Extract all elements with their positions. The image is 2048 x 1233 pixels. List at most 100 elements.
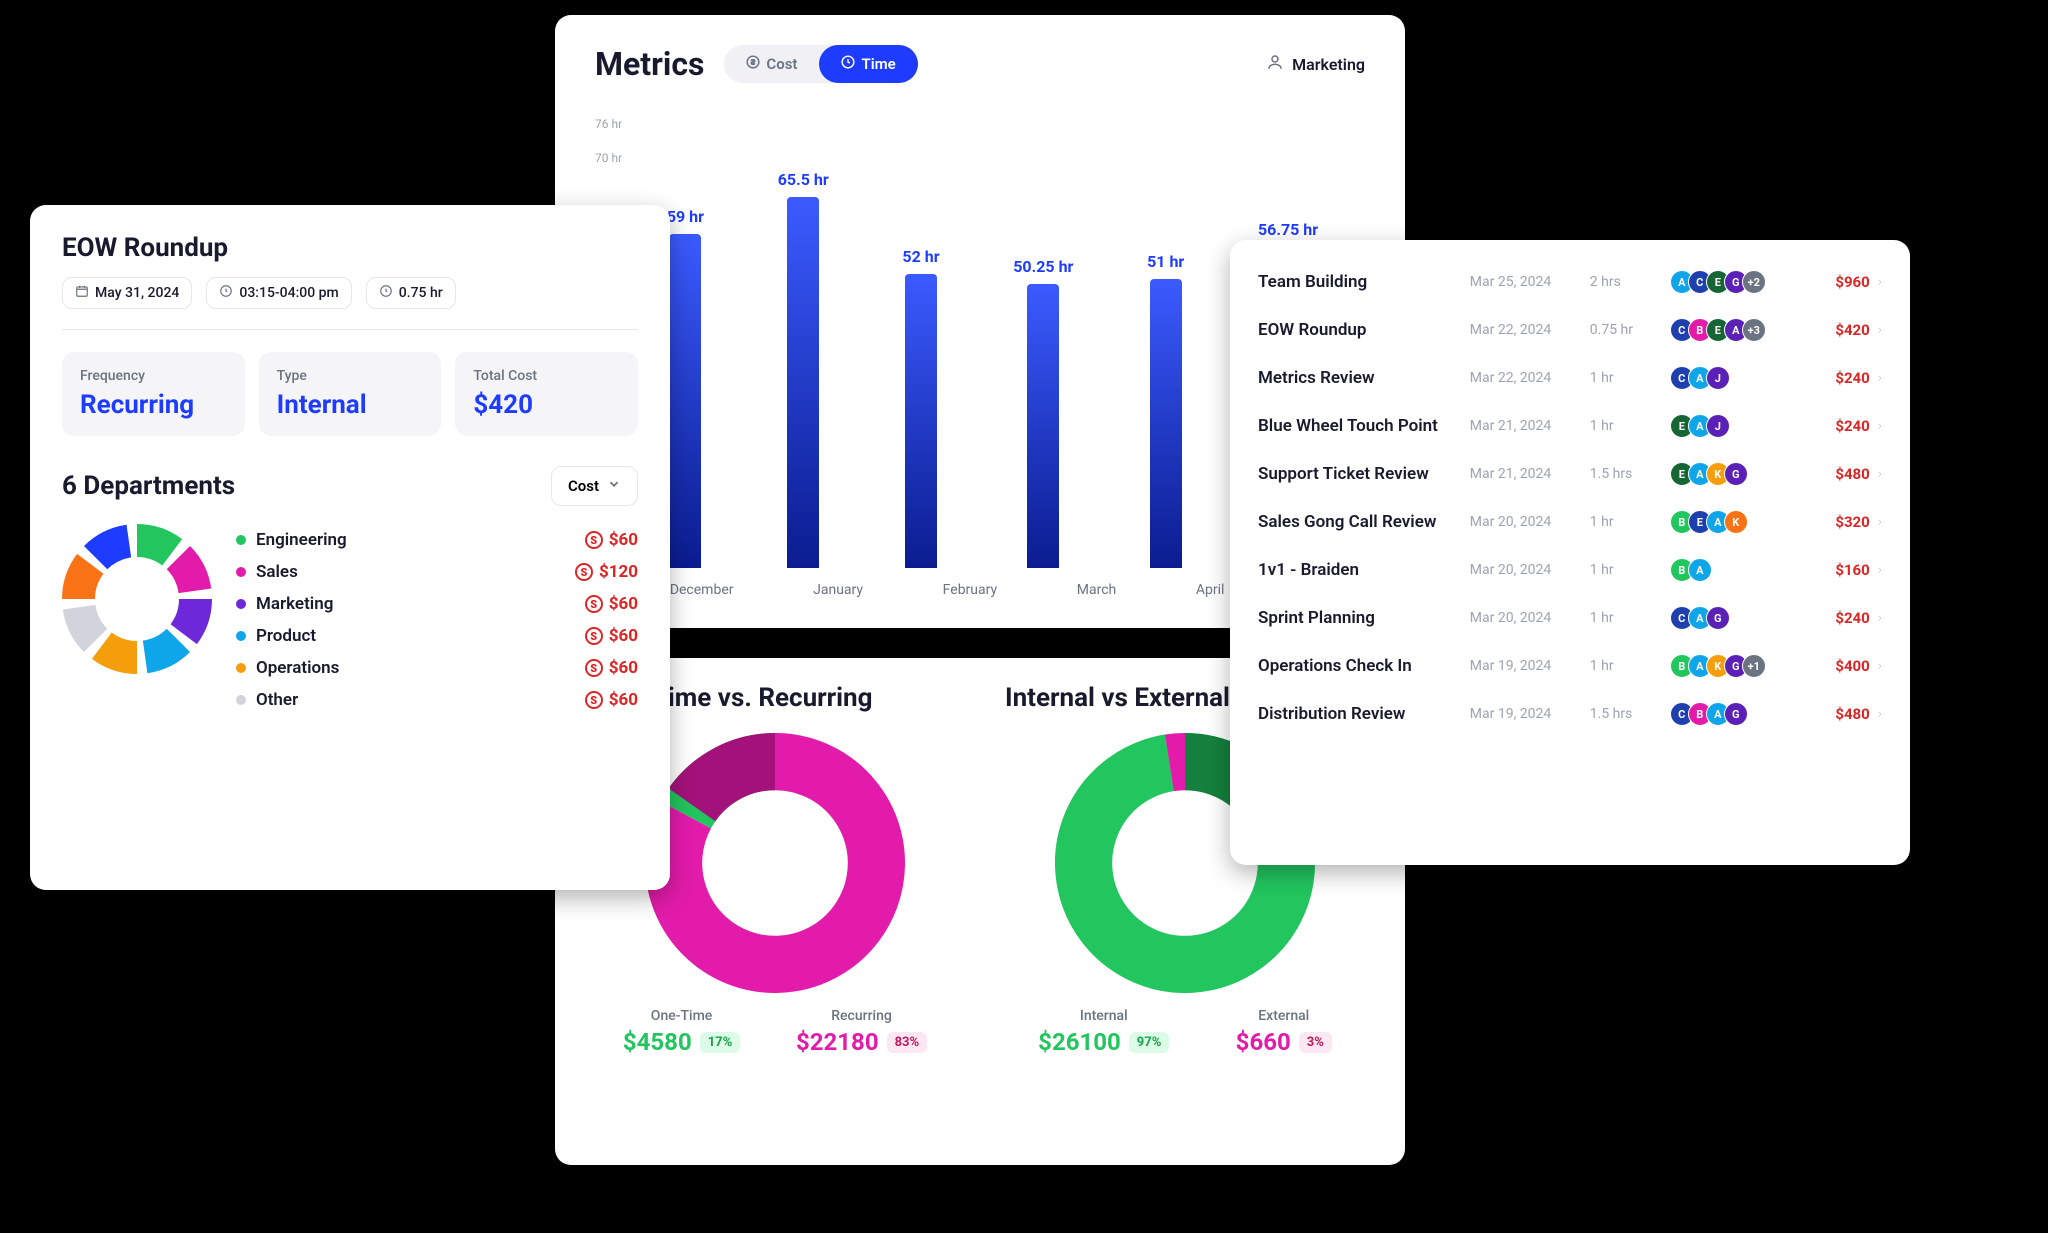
dept-row[interactable]: Product S $60 <box>236 620 638 652</box>
donut-segment <box>184 599 196 634</box>
meeting-row[interactable]: Sprint Planning Mar 20, 2024 1 hr CAG $2… <box>1230 594 1910 642</box>
meeting-row[interactable]: Operations Check In Mar 19, 2024 1 hr BA… <box>1230 642 1910 690</box>
bar-group: 65.5 hr <box>778 170 829 568</box>
meeting-duration: 1.5 hrs <box>1590 466 1670 482</box>
bullet-icon <box>236 695 246 705</box>
chevron-right-icon: › <box>1878 466 1882 482</box>
meeting-name: Metrics Review <box>1258 368 1470 388</box>
dept-row[interactable]: Operations S $60 <box>236 652 638 684</box>
chevron-right-icon: › <box>1878 610 1882 626</box>
meeting-row[interactable]: 1v1 - Braiden Mar 20, 2024 1 hr BA $160 … <box>1230 546 1910 594</box>
meeting-row[interactable]: EOW Roundup Mar 22, 2024 0.75 hr CBEA+3 … <box>1230 306 1910 354</box>
chevron-right-icon: › <box>1878 322 1882 338</box>
dept-cost: S $60 <box>585 594 638 614</box>
meeting-name: 1v1 - Braiden <box>1258 560 1470 580</box>
dept-row[interactable]: Engineering S $60 <box>236 524 638 556</box>
meeting-cost: $420 <box>1800 321 1870 339</box>
dept-name: Engineering <box>256 530 347 550</box>
meeting-avatars: CAJ <box>1670 366 1800 390</box>
meeting-row[interactable]: Metrics Review Mar 22, 2024 1 hr CAJ $24… <box>1230 354 1910 402</box>
chevron-right-icon: › <box>1878 370 1882 386</box>
eow-date: May 31, 2024 <box>95 285 179 301</box>
legend-label: One-Time <box>623 1008 740 1024</box>
dept-name: Product <box>256 626 316 646</box>
chevron-right-icon: › <box>1878 514 1882 530</box>
dept-body: Engineering S $60 Sales S $120 Marketing… <box>62 524 638 716</box>
legend-amount: $22180 <box>796 1028 879 1056</box>
stat-box: Type Internal <box>259 352 442 436</box>
bar-value-label: 51 hr <box>1147 252 1184 271</box>
meeting-avatars: EAKG <box>1670 462 1800 486</box>
legend-label: Internal <box>1038 1008 1169 1024</box>
meeting-avatars: EAJ <box>1670 414 1800 438</box>
chevron-right-icon: › <box>1878 274 1882 290</box>
bullet-icon <box>236 631 246 641</box>
dollar-circle-icon: S <box>575 563 593 581</box>
x-label: January <box>813 582 863 598</box>
donut-segment <box>137 541 172 553</box>
legend-label: Recurring <box>796 1008 927 1024</box>
bar-value-label: 59 hr <box>667 207 704 226</box>
meeting-duration: 0.75 hr <box>1590 322 1670 338</box>
toggle-cost[interactable]: Cost <box>724 45 819 83</box>
x-label: February <box>943 582 997 598</box>
meeting-date: Mar 19, 2024 <box>1470 658 1590 674</box>
chevron-right-icon: › <box>1878 658 1882 674</box>
meeting-row[interactable]: Distribution Review Mar 19, 2024 1.5 hrs… <box>1230 690 1910 738</box>
meeting-duration: 1.5 hrs <box>1590 706 1670 722</box>
meeting-cost: $480 <box>1800 705 1870 723</box>
meeting-row[interactable]: Sales Gong Call Review Mar 20, 2024 1 hr… <box>1230 498 1910 546</box>
meeting-row[interactable]: Blue Wheel Touch Point Mar 21, 2024 1 hr… <box>1230 402 1910 450</box>
dept-legend: Engineering S $60 Sales S $120 Marketing… <box>236 524 638 716</box>
dept-cost: S $60 <box>585 530 638 550</box>
toggle-time[interactable]: Time <box>819 45 917 83</box>
meeting-name: Sales Gong Call Review <box>1258 512 1470 532</box>
bar-group: 51 hr <box>1147 252 1184 568</box>
dollar-circle-icon: S <box>585 691 603 709</box>
bullet-icon <box>236 567 246 577</box>
bar <box>787 197 819 568</box>
dept-row[interactable]: Other S $60 <box>236 684 638 716</box>
x-label: April <box>1196 582 1225 598</box>
avatar: A <box>1688 558 1712 582</box>
legend-pct: 3% <box>1299 1032 1332 1053</box>
meeting-name: Blue Wheel Touch Point <box>1258 416 1470 436</box>
meeting-date: Mar 20, 2024 <box>1470 562 1590 578</box>
avatar: G <box>1724 702 1748 726</box>
dept-row[interactable]: Marketing S $60 <box>236 588 638 620</box>
metrics-user-selector[interactable]: Marketing <box>1266 53 1365 75</box>
dept-name: Other <box>256 690 298 710</box>
eow-date-pill: May 31, 2024 <box>62 277 192 309</box>
eow-panel: EOW Roundup May 31, 2024 03:15-04:00 pm … <box>30 205 670 890</box>
chevron-right-icon: › <box>1878 706 1882 722</box>
avatar: +1 <box>1742 654 1766 678</box>
bullet-icon <box>236 663 246 673</box>
legend-pct: 97% <box>1129 1032 1170 1053</box>
legend-pct: 83% <box>887 1032 928 1053</box>
dept-name: Sales <box>256 562 298 582</box>
bar <box>1027 284 1059 568</box>
meeting-duration: 1 hr <box>1590 418 1670 434</box>
dept-row[interactable]: Sales S $120 <box>236 556 638 588</box>
bar <box>669 234 701 568</box>
cost-dropdown[interactable]: Cost <box>551 466 638 506</box>
meeting-duration: 2 hrs <box>1590 274 1670 290</box>
dept-cost-value: $60 <box>609 594 638 614</box>
meeting-row[interactable]: Team Building Mar 25, 2024 2 hrs ACEG+2 … <box>1230 258 1910 306</box>
bar-group: 50.25 hr <box>1013 257 1073 568</box>
stat-label: Type <box>277 368 424 384</box>
meeting-date: Mar 21, 2024 <box>1470 466 1590 482</box>
stat-label: Total Cost <box>473 368 620 384</box>
avatar: +2 <box>1742 270 1766 294</box>
meeting-name: Operations Check In <box>1258 656 1470 676</box>
stat-box: Frequency Recurring <box>62 352 245 436</box>
bar-group: 59 hr <box>667 207 704 568</box>
dept-cost-value: $120 <box>599 562 638 582</box>
meeting-avatars: BAKG+1 <box>1670 654 1800 678</box>
meeting-name: Team Building <box>1258 272 1470 292</box>
dept-donut-chart <box>62 524 212 674</box>
meeting-row[interactable]: Support Ticket Review Mar 21, 2024 1.5 h… <box>1230 450 1910 498</box>
donut-segment <box>96 541 129 558</box>
donut-legend-item: One-Time $4580 17% <box>623 1008 740 1056</box>
meeting-avatars: BA <box>1670 558 1800 582</box>
